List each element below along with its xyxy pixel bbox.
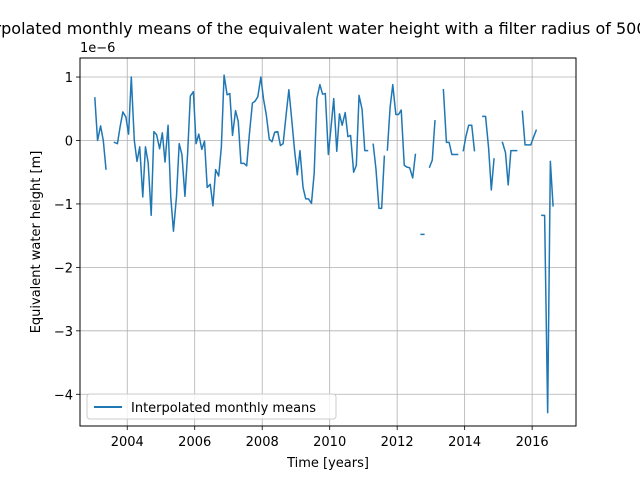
- series-line-segment: [113, 74, 369, 232]
- y-axis-ticks: −4 −3 −2 −1 0 1: [54, 71, 80, 403]
- y-offset-label: 1e−6: [80, 41, 115, 56]
- series-line-segment: [428, 120, 436, 169]
- axes-frame: [79, 57, 577, 427]
- series-line-segment: [501, 141, 518, 186]
- series-line-segment: [94, 97, 107, 170]
- legend: Interpolated monthly means: [86, 393, 337, 420]
- x-tick-label: 2008: [246, 435, 279, 450]
- x-axis-ticks: 2004 2006 2008 2010 2012 2014 2016: [111, 426, 549, 450]
- legend-box: [86, 393, 337, 420]
- series-line-segment: [521, 110, 538, 146]
- y-tick-label: −3: [54, 325, 73, 340]
- series-line-segment: [372, 143, 386, 210]
- series-line-segment: [541, 160, 554, 414]
- series-line-segment: [386, 83, 417, 179]
- x-tick-label: 2012: [381, 435, 414, 450]
- y-tick-label: −2: [54, 261, 73, 276]
- x-tick-label: 2014: [448, 435, 481, 450]
- x-tick-label: 2016: [516, 435, 549, 450]
- y-tick-label: −1: [54, 198, 73, 213]
- y-tick-label: 0: [65, 134, 73, 149]
- legend-series-label: Interpolated monthly means: [131, 401, 316, 416]
- x-tick-label: 2006: [178, 435, 211, 450]
- x-tick-label: 2004: [111, 435, 144, 450]
- y-tick-label: −4: [54, 388, 73, 403]
- y-tick-label: 1: [65, 71, 73, 86]
- x-tick-label: 2010: [313, 435, 346, 450]
- series-line-segment: [482, 115, 495, 191]
- x-axis-label: Time [years]: [286, 456, 369, 471]
- chart-title: Interpolated monthly means of the equiva…: [0, 19, 640, 38]
- series-line-segment: [462, 124, 476, 152]
- plot-area: [94, 74, 554, 414]
- y-axis-label: Equivalent water height [m]: [29, 151, 44, 334]
- series-line-segment: [442, 88, 459, 156]
